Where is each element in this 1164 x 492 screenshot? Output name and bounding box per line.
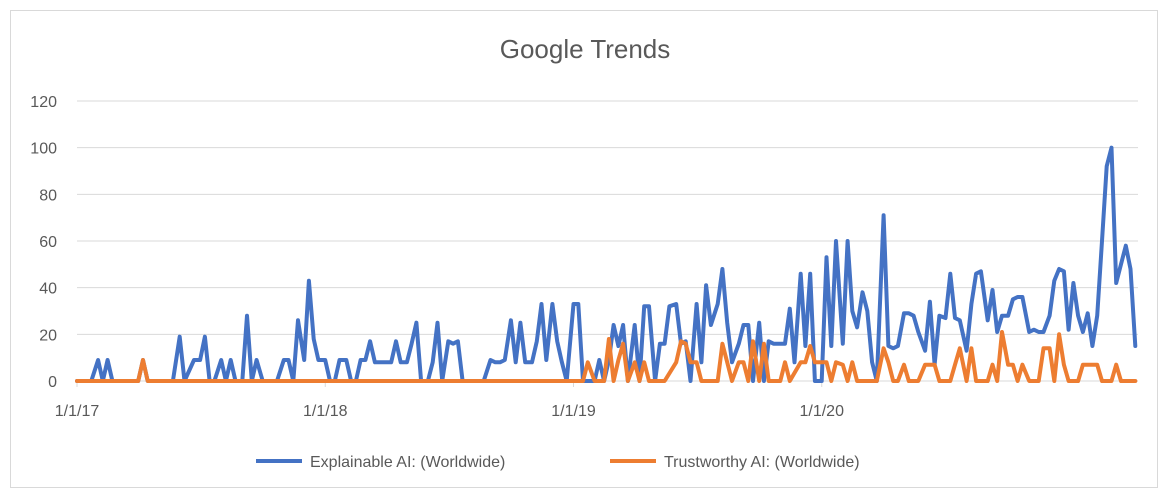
x-tick-label: 1/1/17 [55, 403, 100, 420]
x-tick-label: 1/1/18 [303, 403, 348, 420]
chart-frame [10, 10, 1158, 488]
x-tick-label: 1/1/20 [799, 403, 844, 420]
series-line-explainable-ai [75, 145, 1138, 383]
y-tick-label: 60 [39, 234, 57, 251]
y-tick-label: 0 [48, 374, 57, 391]
chart-title: Google Trends [500, 34, 671, 64]
y-tick-label: 80 [39, 187, 57, 204]
y-tick-label: 120 [30, 94, 57, 111]
legend: Explainable AI: (Worldwide) Trustworthy … [256, 454, 860, 471]
legend-label-trustworthy-ai: Trustworthy AI: (Worldwide) [664, 454, 860, 471]
y-axis: 0 20 40 60 80 100 120 [30, 94, 57, 391]
series-lines [75, 145, 1138, 383]
x-tick-label: 1/1/19 [551, 403, 596, 420]
legend-label-explainable-ai: Explainable AI: (Worldwide) [310, 454, 505, 471]
y-tick-label: 20 [39, 327, 57, 344]
y-tick-label: 40 [39, 281, 57, 298]
gridlines [77, 100, 1138, 335]
y-tick-label: 100 [30, 141, 57, 158]
x-axis: 1/1/17 1/1/18 1/1/19 1/1/20 [55, 380, 1138, 420]
series-line-trustworthy-ai [75, 330, 1138, 383]
